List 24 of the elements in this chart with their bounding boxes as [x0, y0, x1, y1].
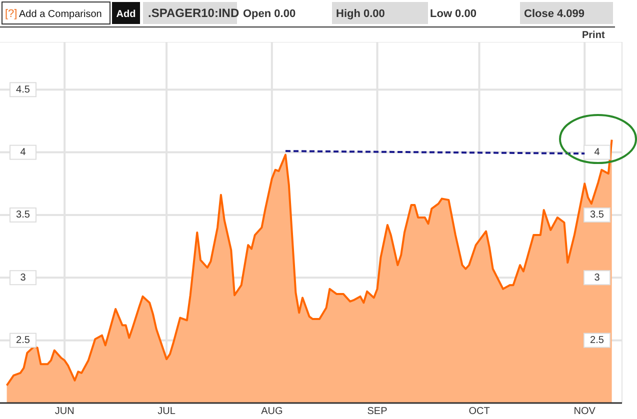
x-tick-label: JUL: [158, 406, 176, 417]
y-tick-label: 3: [20, 272, 26, 284]
text: Add a Comparison: [19, 9, 102, 20]
y-tick-label: 4.5: [16, 84, 30, 96]
y2-tick-label: 4: [594, 146, 600, 158]
y2-tick-label: 3: [594, 272, 600, 284]
text: Print: [582, 30, 606, 41]
text: Low 0.00: [430, 8, 476, 20]
y2-tick-label: 3.5: [590, 210, 604, 221]
x-tick-label: NOV: [574, 406, 596, 417]
x-tick-label: SEP: [367, 406, 388, 417]
chart-title: .SPAGER10:IND: [148, 6, 240, 20]
text: [?]: [5, 8, 18, 20]
y2-tick-label: 2.5: [590, 334, 604, 346]
x-tick-label: JUN: [54, 406, 74, 417]
x-tick-label: AUG: [261, 406, 283, 417]
text: High 0.00: [336, 8, 385, 20]
text: Open 0.00: [243, 8, 296, 20]
text: Add: [116, 9, 136, 20]
x-tick-label: OCT: [468, 406, 490, 417]
y-tick-label: 2.5: [16, 334, 30, 346]
y-tick-label: 3.5: [16, 210, 30, 221]
y-tick-label: 4: [20, 146, 26, 158]
text: Close 4.099: [524, 8, 585, 20]
